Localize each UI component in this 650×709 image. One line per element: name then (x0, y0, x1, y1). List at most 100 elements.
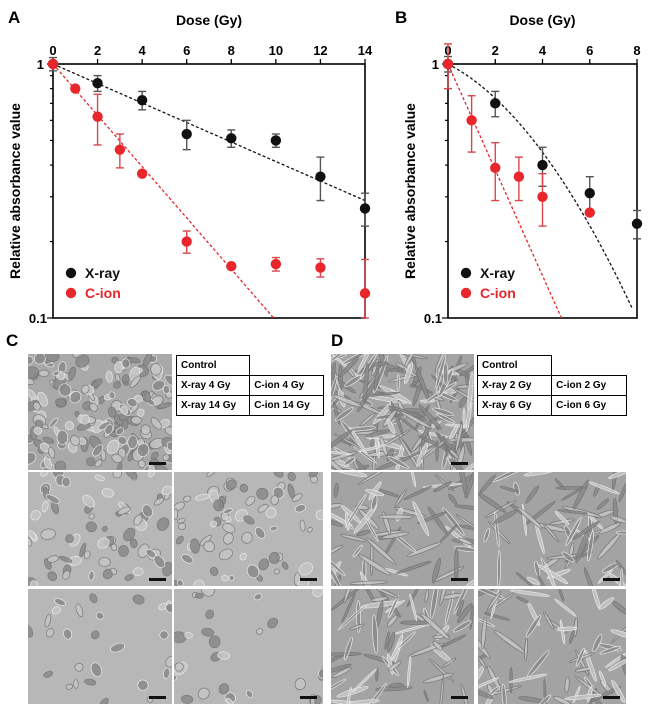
cell-shape (333, 482, 339, 498)
cell-shape (180, 694, 194, 704)
table-cell: Control (476, 355, 553, 376)
data-point (92, 78, 103, 89)
data-point (70, 83, 81, 94)
micrograph-c-xray-4gy-image (28, 472, 172, 586)
cell-shape (75, 603, 84, 618)
cell-shape (517, 506, 543, 529)
cell-shape (104, 424, 114, 435)
cell-shape (464, 472, 474, 499)
cell-shape (298, 562, 314, 576)
micrograph-c-cion-4gy-image (174, 472, 323, 586)
cell-shape (84, 678, 97, 686)
cell-shape (331, 678, 347, 693)
cell-shape (105, 370, 113, 383)
cell-shape (183, 495, 192, 503)
cell-shape (89, 402, 98, 412)
cell-shape (338, 356, 360, 378)
data-point (47, 58, 59, 70)
cell-shape (294, 678, 306, 691)
cell-shape (90, 662, 103, 678)
cell-shape (584, 649, 597, 682)
table-cell: X-ray 14 Gy (175, 395, 251, 416)
cell-shape (101, 488, 114, 498)
micrograph-c-cion-14gy (174, 589, 323, 704)
cell-shape (386, 367, 405, 372)
y-tick-label: 0.1 (424, 311, 442, 326)
table-cell: C-ion 2 Gy (551, 375, 627, 396)
x-tick-label: 8 (228, 43, 235, 58)
cell-shape (34, 354, 46, 365)
cell-shape (455, 514, 474, 531)
cell-shape (444, 590, 455, 626)
data-point (537, 191, 548, 203)
cell-shape (228, 575, 235, 581)
x-tick-label: 4 (539, 43, 547, 58)
cell-shape (331, 429, 353, 453)
fit-line (53, 64, 275, 318)
cell-shape (28, 366, 39, 379)
cell-shape (344, 375, 362, 388)
cell-shape (589, 686, 622, 703)
cell-shape (189, 538, 200, 554)
cell-shape (218, 548, 233, 561)
cell-shape (162, 385, 171, 395)
data-point (359, 288, 371, 299)
cell-shape (493, 509, 518, 524)
cell-shape (253, 593, 263, 601)
micrograph-d-cion-2gy-image (478, 472, 626, 586)
cell-shape (583, 567, 598, 586)
table-cell: X-ray 4 Gy (175, 375, 251, 396)
cell-shape (69, 391, 82, 404)
x-tick-label: 4 (139, 43, 147, 58)
cell-shape (58, 383, 72, 397)
cell-shape (239, 483, 249, 493)
cell-shape (349, 623, 365, 631)
data-point (226, 133, 237, 144)
cell-shape (30, 580, 39, 586)
cell-shape (558, 589, 565, 602)
cell-shape (412, 383, 422, 406)
cell-shape (184, 632, 193, 639)
scale-bar (300, 578, 317, 581)
cell-shape (430, 644, 453, 664)
cell-shape (331, 503, 343, 510)
cell-shape (80, 414, 90, 425)
cell-shape (341, 593, 356, 624)
cell-shape (61, 476, 71, 488)
cell-shape (45, 628, 55, 638)
cell-shape (28, 388, 37, 400)
cell-shape (178, 522, 186, 531)
fit-line (448, 64, 633, 309)
cell-shape (439, 589, 450, 606)
cell-shape (481, 616, 487, 650)
cell-shape (526, 576, 540, 585)
micrograph-d-control-image (331, 354, 474, 470)
cell-shape (133, 567, 144, 576)
cell-shape (509, 589, 550, 597)
cell-shape (478, 677, 499, 692)
cell-shape (554, 598, 577, 617)
cell-shape (487, 591, 502, 611)
cell-shape (48, 447, 56, 459)
cell-shape (618, 480, 626, 503)
cell-shape (153, 497, 165, 506)
cell-shape (483, 528, 490, 543)
cell-shape (394, 489, 407, 507)
y-tick-label: 0.1 (29, 311, 47, 326)
micrograph-d-control (331, 354, 474, 470)
cell-shape (127, 357, 141, 364)
cell-shape (554, 510, 570, 525)
cell-shape (142, 504, 153, 518)
table-cell: C-ion 6 Gy (551, 395, 627, 416)
cell-shape (432, 640, 443, 651)
cell-shape (610, 629, 626, 639)
cell-shape (597, 569, 613, 584)
cell-shape (331, 361, 336, 396)
cell-shape (453, 589, 472, 614)
scale-bar (603, 578, 620, 581)
cell-shape (222, 523, 236, 534)
cell-shape (478, 492, 507, 513)
cell-shape (165, 603, 172, 614)
data-point (537, 159, 548, 171)
cell-shape (524, 637, 528, 661)
